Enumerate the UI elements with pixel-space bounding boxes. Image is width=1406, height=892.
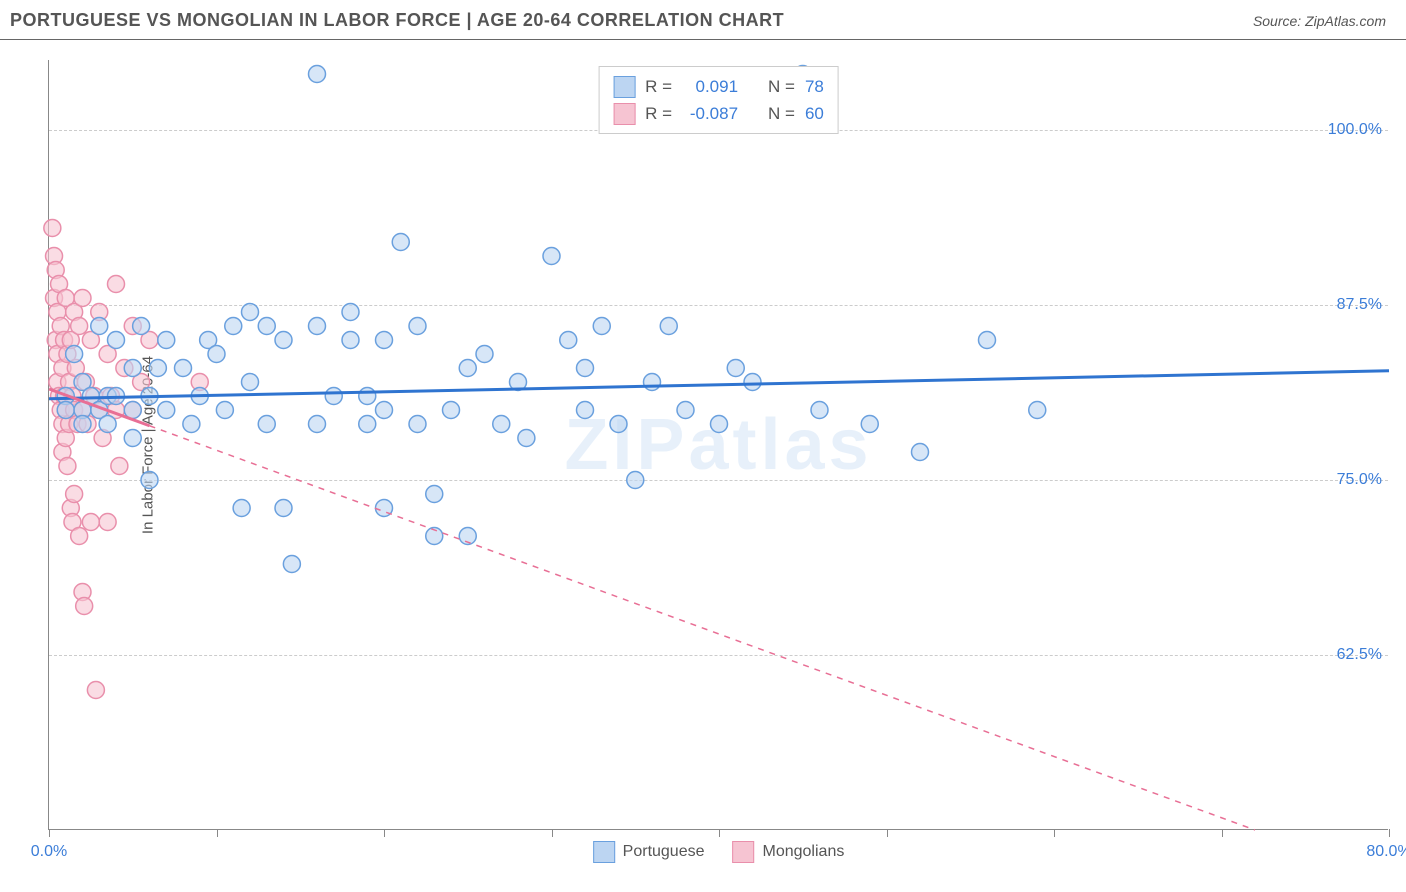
chart-area: In Labor Force | Age 20-64 ZIPatlas R = … [48, 60, 1388, 830]
x-tick [1222, 829, 1223, 837]
mongolians-swatch-icon [613, 103, 635, 125]
portuguese-swatch-icon [613, 76, 635, 98]
x-tick [384, 829, 385, 837]
correlation-legend: R = 0.091 N = 78 R = -0.087 N = 60 [598, 66, 839, 134]
legend-item-mongolians: Mongolians [733, 841, 845, 863]
chart-header: PORTUGUESE VS MONGOLIAN IN LABOR FORCE |… [0, 0, 1406, 40]
x-tick [552, 829, 553, 837]
r-value-portuguese: 0.091 [682, 73, 738, 100]
y-tick-label: 62.5% [1337, 646, 1382, 664]
x-tick [1054, 829, 1055, 837]
y-tick-label: 75.0% [1337, 471, 1382, 489]
x-tick [887, 829, 888, 837]
r-label: R = [645, 73, 672, 100]
x-tick [1389, 829, 1390, 837]
x-tick-label: 80.0% [1366, 843, 1406, 861]
y-tick-label: 100.0% [1328, 121, 1382, 139]
y-tick-label: 87.5% [1337, 296, 1382, 314]
x-tick-label: 0.0% [31, 843, 67, 861]
scatter-plot [49, 60, 1388, 829]
legend-row-portuguese: R = 0.091 N = 78 [613, 73, 824, 100]
x-tick [719, 829, 720, 837]
legend-item-portuguese: Portuguese [593, 841, 705, 863]
mongolians-swatch-icon [733, 841, 755, 863]
source-label: Source: ZipAtlas.com [1253, 13, 1386, 29]
portuguese-swatch-icon [593, 841, 615, 863]
x-tick [49, 829, 50, 837]
n-value-portuguese: 78 [805, 73, 824, 100]
n-value-mongolians: 60 [805, 100, 824, 127]
r-label: R = [645, 100, 672, 127]
series-legend: Portuguese Mongolians [593, 841, 845, 863]
n-label: N = [768, 100, 795, 127]
legend-label: Mongolians [763, 843, 845, 861]
legend-label: Portuguese [623, 843, 705, 861]
n-label: N = [768, 73, 795, 100]
chart-title: PORTUGUESE VS MONGOLIAN IN LABOR FORCE |… [10, 10, 784, 31]
legend-row-mongolians: R = -0.087 N = 60 [613, 100, 824, 127]
x-tick [217, 829, 218, 837]
r-value-mongolians: -0.087 [682, 100, 738, 127]
